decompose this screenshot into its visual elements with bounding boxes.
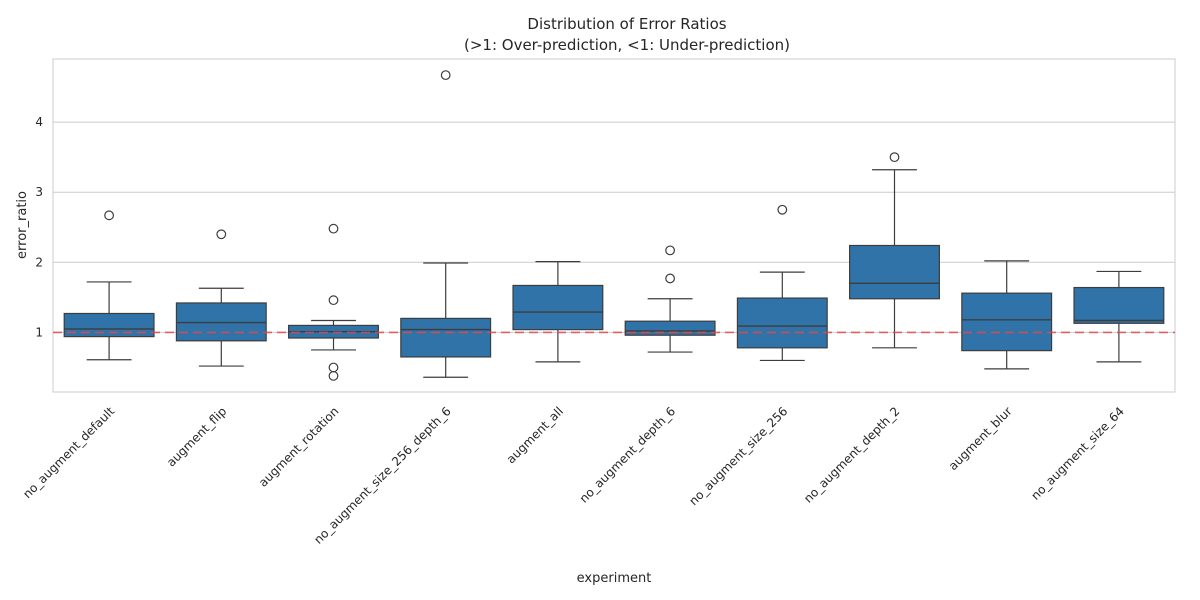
outlier-point [328, 370, 339, 381]
box-group [849, 152, 940, 349]
chart-subtitle: (>1: Over-prediction, <1: Under-predicti… [464, 36, 790, 54]
plot-frame [52, 58, 1176, 393]
x-tick-labels: no_augment_default augment_flip augment_ro… [20, 404, 1127, 547]
outlier-point [440, 70, 451, 81]
iqr-box [961, 292, 1053, 352]
x-tick-label: no_augment_size_256 [686, 404, 790, 508]
box-group [1073, 270, 1165, 363]
iqr-box [1073, 286, 1165, 324]
x-tick-label: no_augment_size_256_depth_6 [311, 404, 454, 547]
x-axis-label: experiment [577, 571, 652, 586]
x-tick-label: augment_rotation [256, 404, 342, 490]
x-tick-label: no_augment_depth_6 [577, 404, 678, 505]
y-tick-label: 1 [35, 325, 43, 339]
iqr-box [400, 317, 492, 358]
iqr-box [175, 302, 267, 342]
outlier-point [104, 210, 114, 221]
box-group [400, 70, 492, 378]
outlier-point [665, 245, 675, 256]
outlier-point [328, 362, 339, 373]
outlier-point [328, 223, 339, 234]
box-group [63, 210, 155, 361]
y-tick-label: 3 [35, 185, 43, 199]
outlier-point [889, 152, 900, 163]
y-tick-label: 4 [35, 115, 43, 129]
y-tick-labels: 1 2 3 4 [35, 115, 43, 339]
x-tick-label: no_augment_size_64 [1028, 404, 1127, 503]
x-tick-label: augment_flip [164, 404, 229, 469]
box-group [624, 245, 716, 353]
x-tick-label: no_augment_depth_2 [801, 404, 902, 505]
x-tick-label: augment_all [504, 404, 566, 466]
outlier-point [328, 295, 339, 306]
iqr-box [849, 244, 940, 300]
boxes [63, 70, 1165, 381]
box-group [512, 261, 604, 363]
y-axis-label: error_ratio [15, 191, 30, 259]
iqr-box [736, 297, 828, 349]
box-group [961, 260, 1053, 370]
box-group [736, 204, 828, 362]
chart-title: Distribution of Error Ratios [527, 15, 726, 33]
y-tick-label: 2 [35, 255, 43, 269]
outlier-point [216, 229, 227, 240]
outlier-point [665, 273, 675, 284]
x-tick-label: no_augment_default [20, 404, 117, 501]
box-group [288, 223, 379, 381]
x-tick-label: augment_blur [946, 404, 1015, 473]
iqr-box [63, 312, 155, 338]
iqr-box [512, 284, 604, 331]
box-group [175, 229, 267, 367]
outlier-point [777, 204, 788, 215]
